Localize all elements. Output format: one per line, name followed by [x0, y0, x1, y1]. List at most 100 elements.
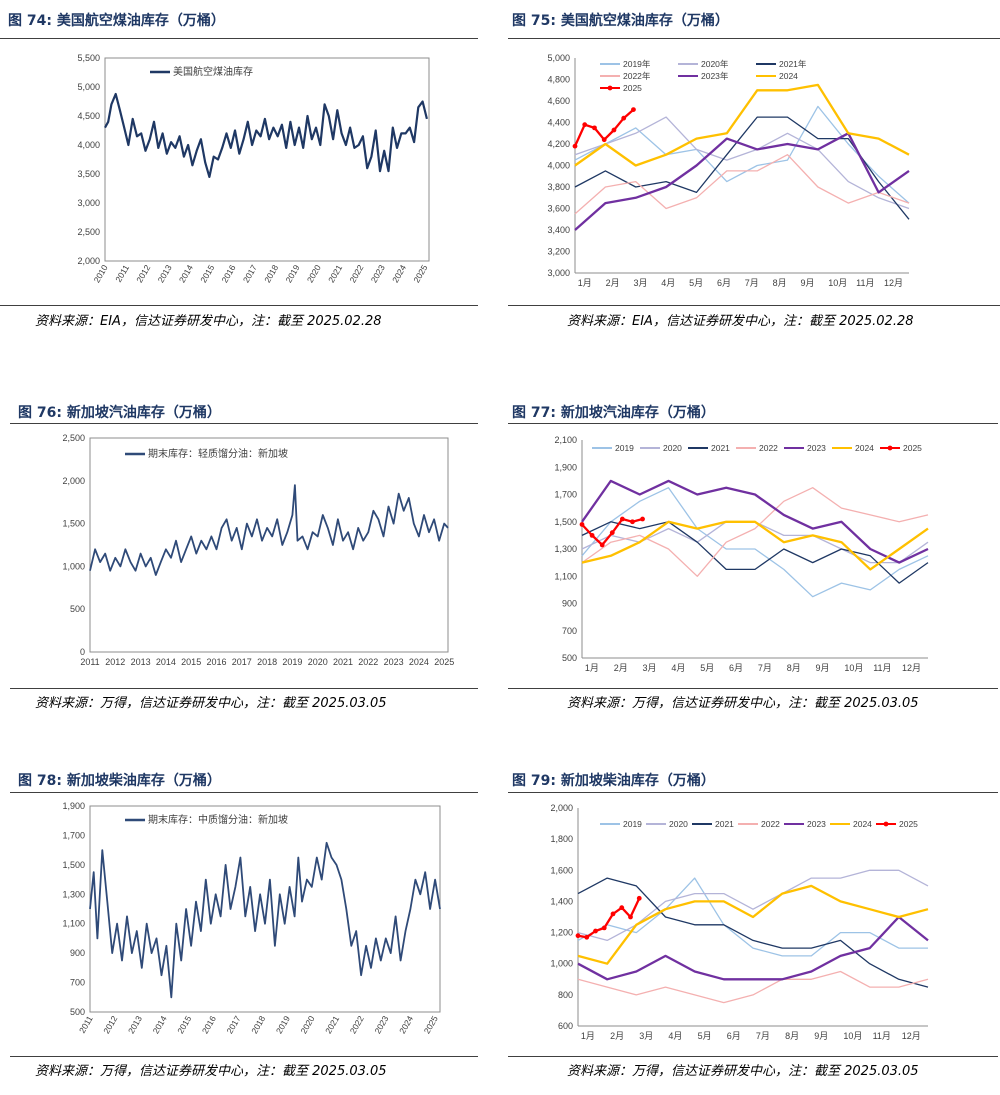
- series-line-2019年: [574, 105, 910, 204]
- legend-label: 2020: [669, 819, 688, 829]
- data-point-2025: [640, 516, 645, 522]
- y-tick-label: 2,500: [62, 433, 85, 443]
- y-tick-label: 900: [70, 948, 85, 958]
- figure-79-top-rule: [508, 792, 998, 793]
- y-tick-label: 700: [562, 626, 577, 636]
- y-tick-label: 4,000: [547, 161, 570, 171]
- figure-77-chart: 500 700 900 1,100 1,300 1,500 1,700 1,900 2,100 1…: [530, 430, 938, 680]
- data-point-2025: [593, 928, 598, 934]
- legend-label: 2025: [899, 819, 918, 829]
- figure-79-bottom-rule: [508, 1056, 998, 1057]
- x-tick-label: 2019: [283, 263, 301, 285]
- y-tick-label: 900: [562, 599, 577, 609]
- figure-77-top-rule: [508, 423, 998, 424]
- data-point-2025: [631, 107, 636, 112]
- x-tick-label: 2017: [241, 263, 259, 285]
- legend-marker: [883, 821, 889, 827]
- x-tick-label: 10月: [843, 1031, 862, 1041]
- y-tick-label: 1,100: [554, 571, 577, 581]
- y-tick-label: 1,100: [62, 919, 85, 929]
- y-tick-label: 500: [70, 604, 85, 614]
- y-tick-label: 1,200: [550, 928, 573, 938]
- legend-marker: [607, 85, 613, 91]
- x-tick-label: 4月: [671, 663, 685, 673]
- data-point-2025: [628, 914, 633, 920]
- series-line-2023: [577, 915, 929, 981]
- x-tick-label: 2018: [262, 263, 280, 285]
- x-tick-label: 2015: [181, 657, 201, 667]
- y-tick-label: 1,700: [62, 830, 85, 840]
- legend-marker: [887, 445, 893, 451]
- x-tick-label: 2021: [333, 657, 353, 667]
- y-tick-label: 700: [70, 978, 85, 988]
- series-line-2021年: [574, 116, 910, 220]
- legend-label: 期末库存：轻质馏分油：新加坡: [148, 447, 288, 460]
- x-tick-label: 9月: [816, 663, 830, 673]
- x-tick-label: 2月: [614, 663, 628, 673]
- x-tick-label: 2025: [411, 263, 429, 285]
- y-tick-label: 500: [562, 653, 577, 663]
- data-point-2025: [575, 933, 581, 939]
- y-tick-label: 4,500: [77, 111, 100, 121]
- x-tick-label: 2016: [206, 657, 226, 667]
- legend-label: 2019年: [623, 59, 651, 69]
- series-line-2024: [581, 520, 929, 571]
- series-line-美国航空煤油库存: [104, 92, 428, 178]
- y-tick-label: 1,900: [62, 801, 85, 811]
- y-tick-label: 1,900: [554, 462, 577, 472]
- legend-label: 2025: [903, 443, 922, 453]
- x-tick-label: 3月: [639, 1031, 653, 1041]
- x-tick-label: 2011: [113, 263, 131, 284]
- y-tick-label: 3,000: [547, 268, 570, 278]
- data-point-2025: [584, 934, 590, 940]
- series-line-2024: [577, 884, 929, 965]
- x-tick-label: 2011: [80, 657, 99, 667]
- x-tick-label: 2020: [308, 657, 328, 667]
- legend-label: 2020年: [701, 59, 729, 69]
- figure-74-top-rule: [0, 38, 478, 39]
- figure-78-title: 图 78: 新加坡柴油库存（万桶）: [18, 773, 221, 789]
- x-tick-label: 2023: [369, 263, 387, 285]
- figure-75-title: 图 75: 美国航空煤油库存（万桶）: [512, 13, 729, 29]
- x-tick-label: 10月: [828, 278, 847, 288]
- figure-77-source: 资料来源：万得，信达证券研发中心，注：截至 2025.03.05: [567, 696, 919, 711]
- x-tick-label: 2023: [372, 1014, 390, 1036]
- y-tick-label: 3,000: [77, 198, 100, 208]
- series-line-2019: [581, 487, 929, 598]
- figure-78-bottom-rule: [10, 1056, 478, 1057]
- x-tick-label: 2020: [305, 263, 323, 285]
- x-tick-label: 2013: [131, 657, 151, 667]
- x-tick-label: 2015: [175, 1014, 193, 1036]
- x-tick-label: 12月: [902, 663, 921, 673]
- legend-label: 2024: [853, 819, 872, 829]
- x-tick-label: 2022: [358, 657, 378, 667]
- x-tick-label: 12月: [902, 1031, 921, 1041]
- x-tick-label: 9月: [814, 1031, 828, 1041]
- legend-label: 2020: [663, 443, 682, 453]
- x-tick-label: 2022: [348, 1014, 366, 1036]
- x-tick-label: 2015: [198, 263, 216, 285]
- x-tick-label: 2024: [409, 657, 429, 667]
- x-tick-label: 2018: [257, 657, 277, 667]
- x-tick-label: 2023: [384, 657, 404, 667]
- legend-label: 2021: [711, 443, 730, 453]
- x-tick-label: 6月: [717, 278, 731, 288]
- series-line-2022: [577, 970, 929, 1004]
- x-tick-label: 8月: [787, 663, 801, 673]
- x-tick-label: 2019: [274, 1014, 292, 1036]
- x-tick-label: 3月: [633, 278, 647, 288]
- y-tick-label: 1,300: [62, 889, 85, 899]
- x-tick-label: 3月: [643, 663, 657, 673]
- x-tick-label: 1月: [578, 278, 592, 288]
- x-tick-label: 2025: [434, 657, 454, 667]
- x-tick-label: 7月: [756, 1031, 770, 1041]
- x-tick-label: 9月: [800, 278, 814, 288]
- y-tick-label: 4,800: [547, 75, 570, 85]
- figure-78-top-rule: [10, 792, 478, 793]
- figure-76-title: 图 76: 新加坡汽油库存（万桶）: [18, 405, 221, 421]
- figure-77-title: 图 77: 新加坡汽油库存（万桶）: [512, 405, 715, 421]
- data-point-2025: [599, 542, 605, 548]
- x-tick-label: 2022: [347, 263, 365, 285]
- legend-label: 美国航空煤油库存: [173, 65, 253, 78]
- figure-79-source: 资料来源：万得，信达证券研发中心，注：截至 2025.03.05: [567, 1064, 919, 1079]
